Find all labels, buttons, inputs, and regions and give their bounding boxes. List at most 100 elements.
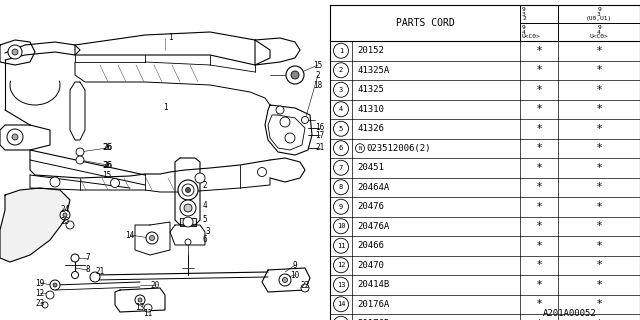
Text: 20466: 20466 [357, 241, 384, 250]
Text: 9
4
U<C0>: 9 4 U<C0> [589, 25, 609, 39]
Text: 7: 7 [86, 253, 90, 262]
Text: 22: 22 [300, 281, 310, 290]
Text: 20152: 20152 [357, 46, 384, 55]
Text: 20451: 20451 [357, 163, 384, 172]
Circle shape [183, 217, 193, 227]
Text: 9
4
U<C0>: 9 4 U<C0> [522, 25, 541, 39]
Text: 11: 11 [143, 308, 152, 317]
Text: 18: 18 [314, 81, 323, 90]
Text: 41326: 41326 [357, 124, 384, 133]
Text: *: * [536, 241, 541, 251]
Text: 20: 20 [150, 281, 159, 290]
Circle shape [257, 167, 266, 177]
Text: *: * [536, 85, 541, 95]
Text: 7: 7 [339, 165, 343, 171]
Circle shape [178, 180, 198, 200]
Circle shape [60, 210, 70, 220]
Circle shape [301, 116, 308, 124]
Text: *: * [596, 182, 602, 192]
Text: 41325: 41325 [357, 85, 384, 94]
Text: 25: 25 [60, 218, 70, 227]
Text: *: * [596, 260, 602, 270]
Text: 13: 13 [136, 303, 145, 313]
Text: 4: 4 [203, 201, 207, 210]
Text: PARTS CORD: PARTS CORD [396, 18, 454, 28]
Circle shape [144, 304, 152, 312]
Text: 26: 26 [102, 143, 111, 153]
Circle shape [282, 277, 287, 283]
Text: 20176B: 20176B [357, 319, 389, 320]
Text: 20464A: 20464A [357, 183, 389, 192]
Text: 15: 15 [314, 60, 323, 69]
Text: 20476A: 20476A [357, 222, 389, 231]
Text: *: * [596, 124, 602, 134]
Circle shape [42, 302, 48, 308]
Circle shape [12, 49, 18, 55]
Circle shape [8, 45, 22, 59]
Text: 21: 21 [316, 143, 324, 153]
Text: *: * [596, 299, 602, 309]
Text: *: * [536, 299, 541, 309]
Text: 4: 4 [339, 106, 343, 112]
Circle shape [7, 129, 23, 145]
Circle shape [182, 184, 194, 196]
Text: *: * [596, 46, 602, 56]
Text: *: * [536, 143, 541, 153]
Circle shape [135, 295, 145, 305]
Text: 2: 2 [203, 180, 207, 189]
Text: 5: 5 [339, 126, 343, 132]
Circle shape [63, 213, 67, 217]
Text: 10: 10 [291, 270, 300, 279]
Circle shape [71, 254, 79, 262]
Text: 14: 14 [337, 301, 345, 307]
Text: *: * [536, 221, 541, 231]
Circle shape [76, 148, 84, 156]
Text: 5: 5 [203, 215, 207, 225]
Text: 23: 23 [35, 299, 45, 308]
Circle shape [185, 239, 191, 245]
Circle shape [46, 291, 54, 299]
Circle shape [12, 134, 18, 140]
Text: *: * [596, 221, 602, 231]
Text: *: * [536, 124, 541, 134]
Text: *: * [536, 280, 541, 290]
Text: A201A00052: A201A00052 [543, 309, 597, 318]
Text: 10: 10 [337, 223, 345, 229]
Text: *: * [596, 319, 602, 320]
Text: 8: 8 [339, 184, 343, 190]
Text: 26: 26 [102, 161, 111, 170]
Text: *: * [536, 260, 541, 270]
Text: 2: 2 [316, 70, 320, 79]
Circle shape [90, 272, 100, 282]
Circle shape [291, 71, 299, 79]
Text: 2: 2 [339, 67, 343, 73]
Polygon shape [0, 188, 70, 262]
Text: *: * [536, 46, 541, 56]
Text: 9: 9 [339, 204, 343, 210]
Circle shape [186, 188, 191, 193]
Text: *: * [536, 104, 541, 114]
Text: *: * [536, 202, 541, 212]
Text: 14: 14 [125, 230, 134, 239]
Text: 21: 21 [95, 268, 104, 276]
Circle shape [150, 236, 154, 241]
Text: 41310: 41310 [357, 105, 384, 114]
Circle shape [111, 179, 120, 188]
Polygon shape [180, 218, 196, 226]
Text: *: * [596, 202, 602, 212]
Circle shape [146, 232, 158, 244]
Circle shape [50, 280, 60, 290]
Circle shape [180, 200, 196, 216]
Text: 6: 6 [203, 236, 207, 244]
Text: *: * [596, 104, 602, 114]
Text: 8: 8 [86, 266, 90, 275]
Circle shape [138, 298, 142, 302]
Text: 1: 1 [339, 48, 343, 54]
Text: N: N [358, 146, 362, 151]
Text: 20470: 20470 [357, 261, 384, 270]
Text: 1: 1 [168, 34, 173, 43]
Text: 3: 3 [339, 87, 343, 93]
Text: 16: 16 [316, 124, 324, 132]
Text: *: * [596, 143, 602, 153]
Text: 9
3
2: 9 3 2 [522, 7, 525, 21]
